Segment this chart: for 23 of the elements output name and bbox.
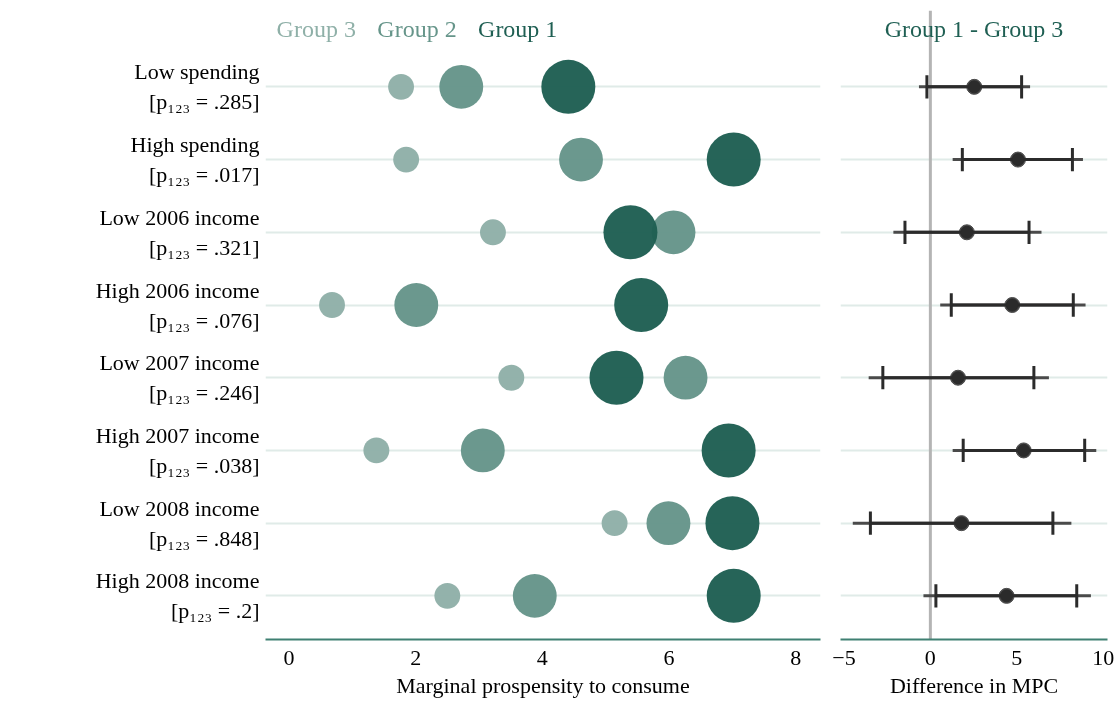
text: Group 3 <box>276 15 356 42</box>
y-tick-label: High 2006 income [p₁₂₃ = .076] <box>95 277 260 333</box>
x-axis-title: Marginal prospensity to consume <box>396 672 690 698</box>
x-tick-label: 8 <box>790 644 802 670</box>
series-label: Group 2 <box>377 15 457 42</box>
y-tick-label: High spending [p₁₂₃ = .017] <box>130 132 260 188</box>
y-tick-label: Low 2008 income [p₁₂₃ = .848] <box>99 495 260 551</box>
x-tick-label: −5 <box>832 644 856 670</box>
x-tick-label: 2 <box>410 644 422 670</box>
x-tick-label: 10 <box>1092 644 1115 670</box>
x-tick-label: 4 <box>536 644 548 670</box>
x-tick-label: 0 <box>283 644 295 670</box>
x-tick-label: 5 <box>1011 644 1023 670</box>
x-axis-title: Difference in MPC <box>889 672 1059 698</box>
x-tick-label: 0 <box>924 644 936 670</box>
y-tick-label: High 2008 income [p₁₂₃ = .2] <box>95 568 260 624</box>
series-label: Group 1 <box>478 15 558 42</box>
chart-title: Group 1 - Group 3 <box>884 15 1064 42</box>
y-tick-label: Low 2007 income [p₁₂₃ = .246] <box>99 350 260 406</box>
x-tick-label: 6 <box>663 644 675 670</box>
y-tick-label: High 2007 income [p₁₂₃ = .038] <box>95 422 260 478</box>
y-tick-label: Low 2006 income [p₁₂₃ = .321] <box>99 204 260 260</box>
y-tick-label: Low spending [p₁₂₃ = .285] <box>134 59 260 115</box>
